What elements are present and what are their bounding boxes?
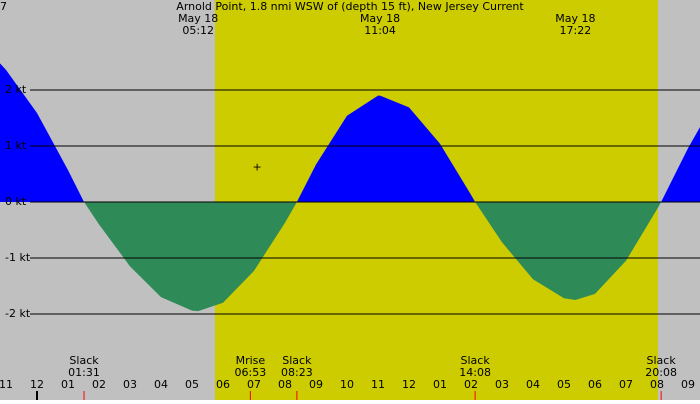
y-tick-label: -2 kt	[5, 307, 31, 320]
x-tick-label: 02	[464, 378, 478, 391]
x-tick-label: 06	[216, 378, 230, 391]
y-tick-label: 0 kt	[5, 195, 27, 208]
chart-title: Arnold Point, 1.8 nmi WSW of (depth 15 f…	[176, 0, 524, 13]
x-tick-label: 08	[278, 378, 292, 391]
x-tick-label: 05	[557, 378, 571, 391]
y-tick-label: 2 kt	[5, 83, 27, 96]
x-tick-label: 05	[185, 378, 199, 391]
x-tick-label: 07	[619, 378, 633, 391]
flood-area	[0, 63, 700, 202]
event-name: Slack	[282, 354, 312, 367]
event-time: 14:08	[459, 366, 491, 379]
corner-label: 7	[0, 0, 7, 13]
x-tick-label: 12	[30, 378, 44, 391]
extreme-time: 05:12	[182, 24, 214, 37]
x-tick-label: 09	[309, 378, 323, 391]
x-tick-label: 08	[650, 378, 664, 391]
x-tick-label: 10	[340, 378, 354, 391]
extreme-date: May 18	[360, 12, 400, 25]
x-tick-label: 11	[371, 378, 385, 391]
event-name: Mrise	[236, 354, 266, 367]
extreme-time: 17:22	[560, 24, 592, 37]
x-tick-label: 02	[92, 378, 106, 391]
event-time: 06:53	[235, 366, 267, 379]
event-time: 01:31	[68, 366, 100, 379]
extreme-date: May 18	[178, 12, 218, 25]
event-name: Slack	[69, 354, 99, 367]
x-tick-label: 06	[588, 378, 602, 391]
extreme-date: May 18	[555, 12, 595, 25]
x-tick-label: 04	[526, 378, 540, 391]
ebb-area	[0, 201, 700, 312]
x-tick-label: 03	[123, 378, 137, 391]
extreme-time: 11:04	[364, 24, 396, 37]
x-tick-label: 12	[402, 378, 416, 391]
x-tick-label: 03	[495, 378, 509, 391]
x-tick-label: 01	[433, 378, 447, 391]
event-time: 08:23	[281, 366, 313, 379]
event-time: 20:08	[645, 366, 677, 379]
event-name: Slack	[647, 354, 677, 367]
y-tick-label: -1 kt	[5, 251, 31, 264]
y-tick-label: 1 kt	[5, 139, 27, 152]
x-tick-label: 04	[154, 378, 168, 391]
x-tick-label: 11	[0, 378, 13, 391]
x-tick-label: 09	[681, 378, 695, 391]
x-tick-label: 07	[247, 378, 261, 391]
marker: +	[252, 160, 261, 173]
x-tick-label: 01	[61, 378, 75, 391]
event-name: Slack	[461, 354, 491, 367]
